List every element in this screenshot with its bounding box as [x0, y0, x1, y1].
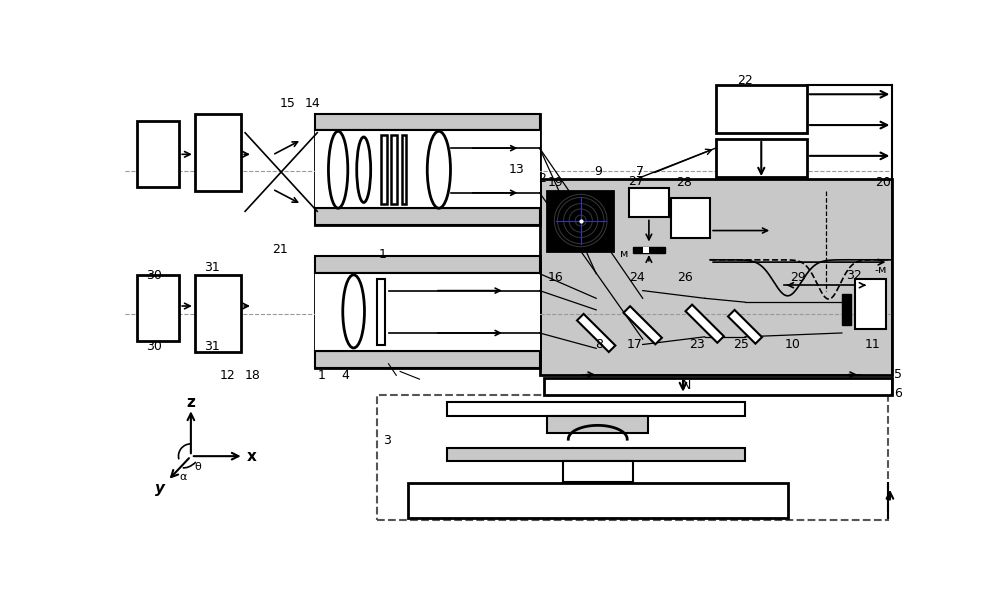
- Bar: [643, 247, 649, 253]
- Text: 12: 12: [219, 369, 235, 382]
- Polygon shape: [686, 305, 724, 343]
- Text: 32: 32: [846, 269, 861, 282]
- Text: y: y: [155, 481, 165, 496]
- Text: 23: 23: [689, 338, 705, 351]
- Text: 22: 22: [737, 74, 753, 87]
- Bar: [563, 461, 633, 482]
- Polygon shape: [728, 310, 762, 344]
- Bar: [391, 135, 397, 205]
- Text: x: x: [246, 449, 256, 464]
- Text: 28: 28: [677, 176, 692, 189]
- Ellipse shape: [427, 131, 450, 208]
- Bar: [381, 135, 387, 205]
- Text: 21: 21: [272, 243, 288, 256]
- Text: 8: 8: [595, 338, 603, 351]
- Text: 30: 30: [146, 340, 162, 353]
- Text: 6: 6: [894, 387, 902, 400]
- Text: м: м: [620, 250, 628, 259]
- Text: -м: -м: [874, 265, 887, 275]
- Bar: [716, 85, 807, 133]
- Text: 3: 3: [383, 434, 391, 447]
- Text: 31: 31: [204, 261, 220, 274]
- Text: 5: 5: [894, 368, 902, 381]
- Bar: [633, 247, 665, 253]
- Text: 24: 24: [629, 271, 644, 284]
- Text: 14: 14: [305, 97, 320, 110]
- Text: 2: 2: [538, 173, 546, 186]
- Bar: [447, 448, 745, 461]
- Bar: [195, 275, 241, 352]
- Bar: [315, 256, 540, 273]
- Text: 1: 1: [318, 369, 326, 382]
- Text: 27: 27: [629, 175, 644, 188]
- Text: 4: 4: [341, 369, 349, 382]
- Bar: [137, 275, 179, 340]
- Text: 26: 26: [677, 271, 692, 284]
- Polygon shape: [577, 314, 615, 352]
- Bar: [315, 273, 540, 350]
- Bar: [547, 416, 648, 433]
- Text: 31: 31: [204, 340, 220, 353]
- Bar: [547, 190, 613, 251]
- Text: 17: 17: [627, 338, 643, 351]
- Bar: [447, 402, 745, 416]
- Bar: [315, 113, 540, 225]
- Text: 10: 10: [785, 338, 801, 351]
- Text: 16: 16: [548, 271, 564, 284]
- Bar: [842, 295, 851, 325]
- Text: α: α: [179, 472, 187, 482]
- Text: 9: 9: [594, 165, 602, 178]
- Text: 1: 1: [378, 248, 386, 261]
- Ellipse shape: [343, 275, 364, 348]
- Bar: [377, 279, 385, 345]
- Bar: [195, 113, 241, 190]
- Bar: [540, 179, 892, 375]
- Text: 18: 18: [245, 369, 261, 382]
- Text: N: N: [682, 379, 692, 392]
- Bar: [629, 188, 669, 218]
- Bar: [855, 279, 886, 329]
- Bar: [408, 483, 788, 518]
- Ellipse shape: [328, 131, 348, 208]
- Text: 19: 19: [548, 176, 564, 189]
- Bar: [671, 198, 710, 238]
- Bar: [315, 130, 540, 208]
- Bar: [716, 139, 807, 177]
- Bar: [315, 113, 540, 130]
- Bar: [315, 256, 540, 368]
- Bar: [315, 350, 540, 368]
- Text: 15: 15: [280, 97, 296, 110]
- Text: 25: 25: [733, 338, 749, 351]
- Bar: [137, 121, 179, 187]
- Bar: [544, 378, 892, 394]
- Text: θ: θ: [194, 462, 201, 472]
- Text: 30: 30: [146, 269, 162, 282]
- Text: 7: 7: [636, 165, 644, 178]
- Ellipse shape: [357, 137, 371, 202]
- Text: z: z: [186, 395, 195, 410]
- Bar: [315, 208, 540, 225]
- Polygon shape: [624, 306, 662, 345]
- Text: 11: 11: [865, 338, 881, 351]
- Text: 20: 20: [875, 176, 891, 189]
- Bar: [402, 135, 406, 205]
- Text: 29: 29: [790, 271, 806, 284]
- Bar: [377, 394, 888, 520]
- Text: 13: 13: [509, 163, 524, 176]
